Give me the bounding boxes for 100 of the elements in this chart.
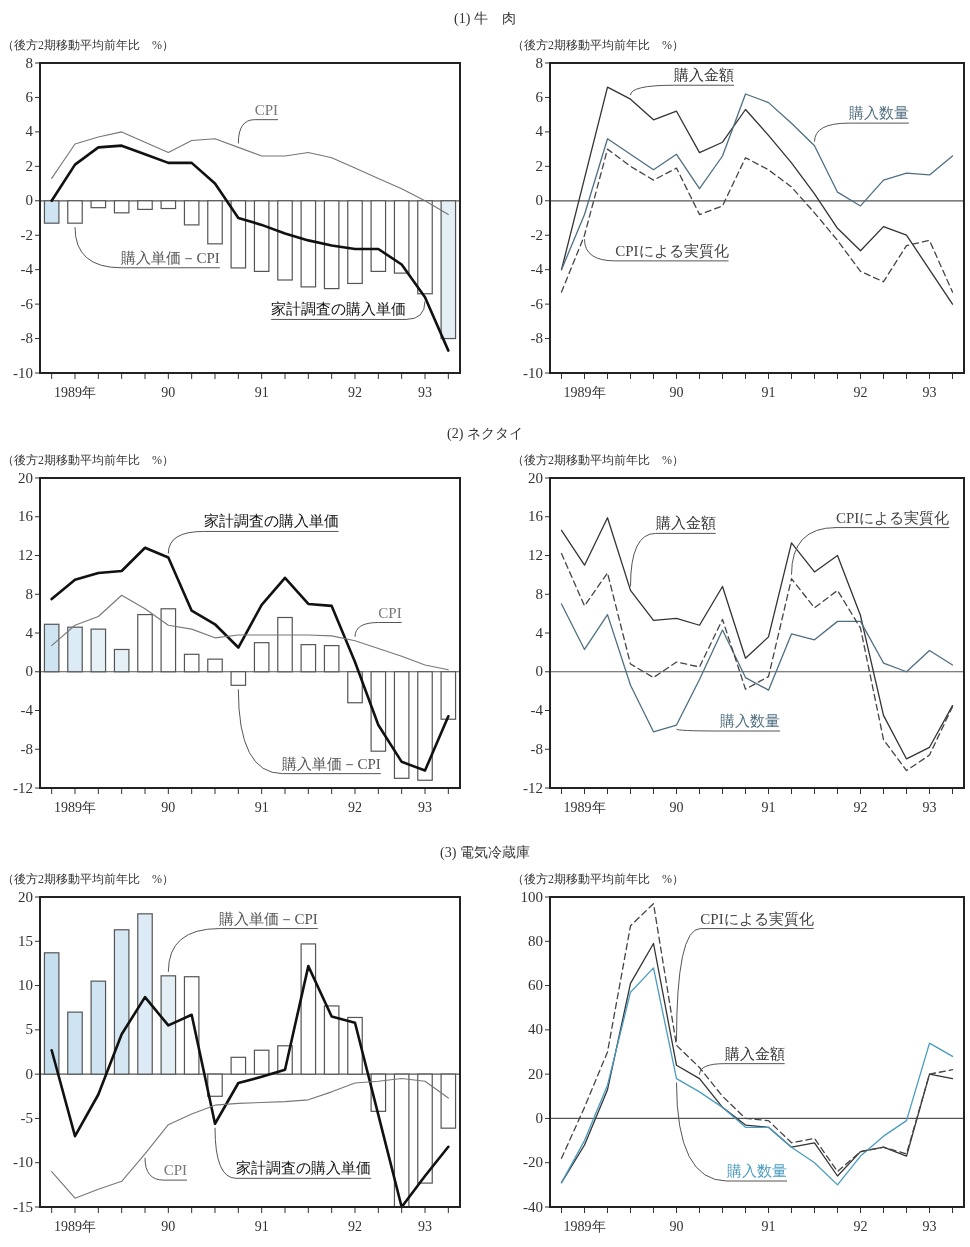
x-tick-label: 1989年 bbox=[54, 800, 96, 815]
y-tick-label: -20 bbox=[523, 1154, 543, 1171]
y-tick-label: -6 bbox=[530, 295, 544, 312]
y-tick-label: -2 bbox=[20, 226, 33, 243]
text: CPIによる実質化 bbox=[836, 509, 950, 526]
y-tick-label: 20 bbox=[528, 1065, 543, 1082]
text: CPI bbox=[254, 101, 279, 118]
x-tick-label: 91 bbox=[254, 1219, 269, 1234]
y-tick-label: 0 bbox=[535, 192, 543, 209]
y-tick-label: -12 bbox=[523, 779, 543, 796]
x-tick-label: 92 bbox=[348, 1219, 362, 1234]
x-tick-label: 93 bbox=[418, 1219, 432, 1234]
chart-title: (1) 牛 肉 bbox=[454, 11, 516, 27]
y-tick-label: -10 bbox=[13, 364, 33, 381]
y-tick-label: 6 bbox=[25, 88, 34, 105]
series-label: 購入数量 bbox=[727, 1163, 787, 1179]
y-tick-label: 0 bbox=[25, 192, 33, 209]
x-tick-label: 1989年 bbox=[563, 1219, 606, 1234]
chart-title: (3) 電気冷蔵庫 bbox=[440, 845, 530, 861]
y-tick-label: 6 bbox=[535, 88, 544, 105]
x-tick-label: 91 bbox=[254, 385, 269, 400]
x-tick-label: 1989年 bbox=[563, 800, 606, 815]
text: 家計調査の購入単価 bbox=[203, 513, 339, 530]
y-tick-label: 4 bbox=[25, 123, 34, 140]
x-tick-label: 91 bbox=[761, 385, 776, 400]
y-tick-label: -4 bbox=[20, 702, 34, 718]
x-tick-label: 1989年 bbox=[54, 1219, 96, 1234]
y-tick-label: 20 bbox=[18, 469, 33, 486]
y-axis-title: （後方2期移動平均前年比 %） bbox=[2, 38, 174, 52]
y-tick-label: 0 bbox=[25, 663, 33, 680]
x-tick-label: 90 bbox=[161, 800, 176, 815]
y-tick-label: 12 bbox=[528, 547, 543, 563]
x-tick-label: 93 bbox=[418, 800, 432, 815]
y-tick-label: 4 bbox=[535, 123, 544, 140]
y-tick-label: 16 bbox=[528, 508, 544, 525]
text: CPIによる実質化 bbox=[700, 910, 814, 927]
x-tick-label: 93 bbox=[922, 1219, 937, 1234]
y-tick-label: -4 bbox=[530, 261, 544, 278]
y-axis-title: （後方2期移動平均前年比 %） bbox=[2, 453, 174, 467]
y-axis-title: （後方2期移動平均前年比 %） bbox=[2, 872, 174, 886]
series-label: CPI bbox=[163, 1162, 188, 1179]
y-tick-label: -40 bbox=[523, 1198, 543, 1215]
x-tick-label: 93 bbox=[418, 385, 432, 400]
y-tick-label: 4 bbox=[25, 624, 34, 641]
y-tick-label: 16 bbox=[18, 508, 34, 525]
series-label: CPI bbox=[378, 604, 402, 621]
x-tick-label: 1989年 bbox=[563, 385, 606, 400]
text: CPIによる実質化 bbox=[615, 242, 729, 259]
y-tick-label: 0 bbox=[25, 1065, 33, 1082]
y-tick-label: -2 bbox=[530, 226, 543, 243]
y-axis-title: （後方2期移動平均前年比 %） bbox=[512, 38, 684, 52]
y-tick-label: -8 bbox=[20, 740, 33, 757]
y-tick-label: 60 bbox=[528, 977, 543, 994]
x-tick-label: 92 bbox=[853, 800, 868, 815]
y-axis-title: （後方2期移動平均前年比 %） bbox=[512, 872, 684, 886]
y-tick-label: -8 bbox=[20, 330, 33, 347]
y-tick-label: 8 bbox=[535, 54, 543, 71]
y-tick-label: 15 bbox=[18, 932, 33, 949]
x-tick-label: 92 bbox=[348, 385, 362, 400]
y-tick-label: -10 bbox=[523, 364, 543, 381]
series-label: 家計調査の購入単価 bbox=[271, 301, 407, 318]
x-tick-label: 93 bbox=[922, 800, 937, 815]
series-label: 購入数量 bbox=[720, 713, 781, 729]
y-tick-label: -4 bbox=[530, 702, 544, 718]
y-tick-label: 2 bbox=[535, 157, 543, 174]
y-tick-label: 2 bbox=[25, 157, 33, 174]
chart-title: (2) ネクタイ bbox=[447, 426, 523, 442]
y-tick-label: 0 bbox=[535, 663, 543, 680]
y-tick-label: 8 bbox=[25, 585, 33, 602]
x-tick-label: 1989年 bbox=[54, 385, 96, 400]
x-tick-label: 90 bbox=[669, 385, 684, 400]
text: 購入金額 bbox=[724, 1045, 785, 1062]
y-tick-label: 10 bbox=[18, 977, 33, 994]
y-tick-label: -6 bbox=[20, 295, 34, 312]
x-tick-label: 91 bbox=[761, 1219, 776, 1234]
y-tick-label: -8 bbox=[530, 740, 543, 757]
series-label: 購入単価－CPI bbox=[219, 910, 318, 927]
series-label: 家計調査の購入単価 bbox=[236, 1160, 372, 1177]
y-tick-label: 12 bbox=[18, 547, 33, 563]
y-tick-label: 40 bbox=[528, 1021, 543, 1038]
x-tick-label: 90 bbox=[161, 385, 176, 400]
text: 購入数量 bbox=[848, 105, 909, 122]
y-axis-title: （後方2期移動平均前年比 %） bbox=[512, 453, 684, 467]
x-tick-label: 93 bbox=[922, 385, 937, 400]
series-label: 購入単価－CPI bbox=[121, 249, 220, 266]
y-tick-label: 20 bbox=[528, 469, 543, 486]
y-tick-label: 8 bbox=[535, 585, 543, 602]
y-tick-label: -4 bbox=[20, 261, 34, 278]
x-tick-label: 90 bbox=[669, 1219, 684, 1234]
x-tick-label: 90 bbox=[161, 1219, 176, 1234]
y-tick-label: -8 bbox=[530, 330, 543, 347]
text: 購入金額 bbox=[655, 515, 716, 532]
y-tick-label: 5 bbox=[25, 1021, 33, 1038]
x-tick-label: 92 bbox=[853, 1219, 868, 1234]
y-tick-label: 80 bbox=[528, 932, 543, 949]
y-tick-label: 8 bbox=[25, 54, 33, 71]
series-label: 購入金額 bbox=[674, 67, 735, 84]
y-tick-label: -12 bbox=[13, 779, 33, 796]
y-tick-label: 100 bbox=[520, 888, 543, 905]
y-tick-label: 0 bbox=[535, 1109, 543, 1126]
